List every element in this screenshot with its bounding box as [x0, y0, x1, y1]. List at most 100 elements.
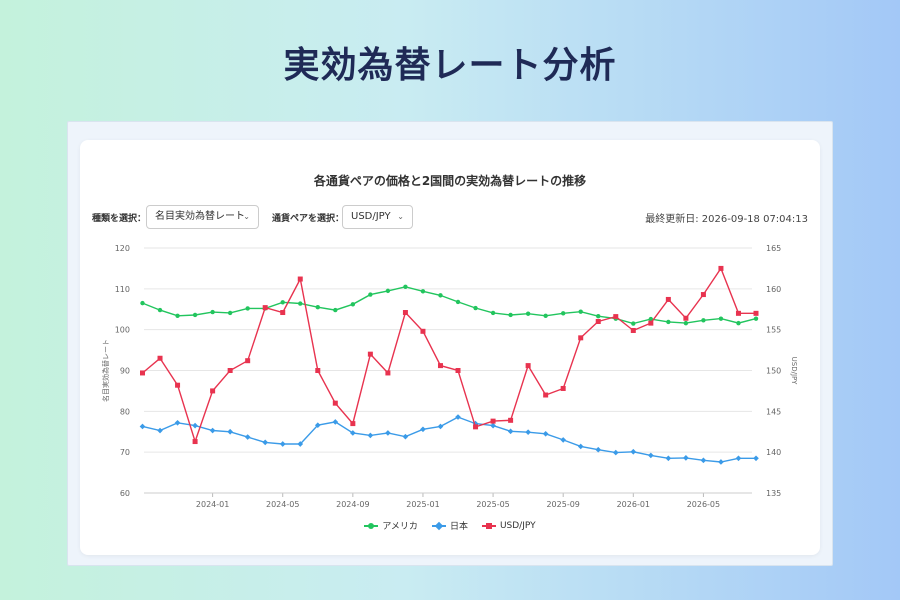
data-point — [560, 311, 566, 316]
x-tick-label: 2024-05 — [266, 500, 299, 509]
data-point — [560, 437, 567, 443]
data-point — [192, 422, 198, 429]
data-point — [508, 312, 513, 318]
data-point — [209, 427, 216, 434]
legend-label-america: アメリカ — [382, 522, 418, 532]
data-point — [140, 300, 145, 306]
data-point — [455, 368, 461, 373]
data-point — [543, 392, 549, 398]
data-point — [683, 315, 689, 321]
data-point — [735, 310, 741, 316]
data-point — [718, 316, 724, 321]
type-select-value: 名目実効為替レート — [155, 211, 245, 222]
x-tick-label: 2025-01 — [406, 500, 439, 509]
y-right-tick-label: 165 — [766, 244, 781, 253]
data-point — [753, 316, 759, 321]
type-select[interactable]: 名目実効為替レート ⌄ — [146, 205, 259, 229]
data-point — [385, 430, 391, 436]
data-point — [596, 313, 601, 319]
data-point — [210, 388, 216, 394]
data-point — [368, 292, 373, 297]
legend-swatch-america — [364, 521, 379, 531]
data-point — [683, 455, 689, 461]
data-point — [420, 426, 426, 433]
data-point — [402, 433, 409, 440]
data-point — [385, 370, 391, 376]
x-tick-label: 2024-09 — [336, 500, 369, 509]
data-point — [490, 310, 496, 316]
data-point — [192, 439, 198, 445]
data-point — [613, 314, 619, 320]
legend-label-usdjpy: USD/JPY — [499, 520, 536, 531]
y-left-axis-title: 名目実効為替レート — [101, 339, 110, 402]
data-point — [578, 335, 584, 341]
data-point — [280, 310, 286, 316]
data-point — [595, 446, 602, 453]
data-point — [350, 302, 356, 307]
data-point — [473, 305, 478, 311]
data-point — [332, 400, 338, 406]
type-select-label: 種類を選択： — [92, 214, 147, 224]
legend-item-america[interactable]: アメリカ — [364, 519, 418, 532]
chart-title: 各通貨ペアの価格と2国間の実効為替レートの推移 — [313, 174, 587, 188]
chevron-down-icon: ⌄ — [397, 212, 404, 221]
series-line-1 — [142, 416, 756, 463]
data-point — [437, 423, 444, 430]
data-point — [508, 417, 514, 423]
data-point — [665, 455, 672, 462]
data-point — [683, 320, 689, 326]
data-point — [578, 309, 583, 314]
data-point — [157, 355, 163, 361]
data-point — [630, 448, 637, 455]
data-point — [525, 311, 531, 316]
data-point — [298, 301, 303, 306]
legend-item-japan[interactable]: 日本 — [431, 519, 468, 532]
legend-swatch-usdjpy — [481, 521, 496, 531]
data-point — [718, 459, 724, 465]
data-point — [244, 434, 251, 440]
data-point — [262, 439, 269, 446]
data-point — [175, 382, 181, 388]
data-point — [174, 419, 181, 426]
page-title: 実効為替レート分析 — [283, 45, 617, 86]
data-point — [753, 455, 759, 462]
data-point — [700, 457, 707, 464]
pair-select[interactable]: USD/JPY ⌄ — [342, 205, 413, 229]
y-right-axis-title: USD/JPY — [790, 357, 798, 385]
data-point — [367, 351, 373, 357]
legend-item-usdjpy[interactable]: USD/JPY — [481, 519, 536, 532]
data-point — [420, 328, 426, 334]
y-left-tick-label: 70 — [120, 448, 130, 457]
data-point — [333, 307, 338, 313]
pair-select-label: 通貨ペアを選択： — [272, 214, 345, 224]
data-point — [315, 305, 320, 310]
data-point — [279, 441, 286, 447]
series-line-2 — [142, 266, 756, 444]
data-point — [332, 419, 339, 425]
legend-swatch-japan — [431, 521, 446, 531]
data-point — [385, 288, 391, 294]
data-point — [192, 312, 198, 318]
legend-label-japan: 日本 — [449, 522, 468, 532]
data-point — [262, 305, 268, 311]
data-point — [367, 432, 374, 439]
data-point — [700, 292, 706, 298]
data-point — [542, 430, 549, 437]
data-point — [315, 368, 321, 373]
data-point — [227, 310, 233, 316]
data-point — [666, 319, 671, 325]
data-point — [157, 307, 163, 313]
data-point — [350, 421, 356, 427]
chart-legend: アメリカ 日本 USD/JPY — [80, 519, 820, 532]
data-point — [314, 422, 321, 429]
data-point — [455, 299, 461, 305]
data-point — [297, 441, 304, 447]
y-right-tick-label: 160 — [766, 285, 781, 294]
data-point — [280, 300, 285, 305]
y-left-tick-label: 110 — [115, 285, 130, 294]
y-left-tick-label: 60 — [120, 489, 130, 498]
data-point — [402, 310, 408, 316]
data-point — [648, 452, 654, 459]
data-point — [577, 443, 584, 450]
y-right-tick-label: 140 — [766, 448, 781, 457]
